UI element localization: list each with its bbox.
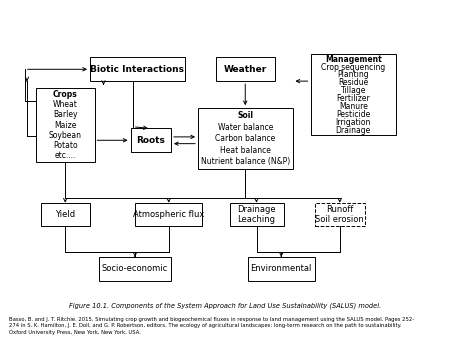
Text: Biotic Interactions: Biotic Interactions — [90, 65, 184, 74]
Text: Runoff
Soil erosion: Runoff Soil erosion — [315, 205, 364, 224]
Text: Potato: Potato — [53, 141, 77, 150]
Text: 274 in S. K. Hamilton, J. E. Doll, and G. P. Robertson, editors. The ecology of : 274 in S. K. Hamilton, J. E. Doll, and G… — [9, 323, 401, 328]
Text: Yield: Yield — [55, 210, 75, 219]
Text: Management: Management — [325, 55, 382, 64]
Text: Drainage
Leaching: Drainage Leaching — [237, 205, 276, 224]
Text: Pesticide: Pesticide — [336, 110, 370, 119]
Text: Heat balance: Heat balance — [220, 146, 271, 154]
Text: Crop sequencing: Crop sequencing — [321, 63, 385, 72]
Text: Soybean: Soybean — [49, 131, 82, 140]
FancyBboxPatch shape — [310, 54, 396, 135]
Text: Atmospheric flux: Atmospheric flux — [133, 210, 204, 219]
FancyBboxPatch shape — [40, 203, 90, 226]
Text: Drainage: Drainage — [336, 126, 371, 135]
Text: Water balance: Water balance — [217, 123, 273, 131]
Text: Figure 10.1. Components of the System Approach for Land Use Sustainability (SALU: Figure 10.1. Components of the System Ap… — [69, 302, 381, 309]
Text: Irrigation: Irrigation — [336, 118, 371, 127]
Text: Roots: Roots — [136, 136, 165, 145]
Text: Basso, B. and J. T. Ritchie. 2015. Simulating crop growth and biogeochemical flu: Basso, B. and J. T. Ritchie. 2015. Simul… — [9, 317, 414, 322]
Text: Nutrient balance (N&P): Nutrient balance (N&P) — [201, 157, 290, 166]
FancyBboxPatch shape — [216, 57, 274, 81]
FancyBboxPatch shape — [198, 108, 292, 169]
Text: Manure: Manure — [339, 102, 368, 111]
Text: Carbon balance: Carbon balance — [215, 134, 275, 143]
FancyBboxPatch shape — [36, 88, 94, 162]
FancyBboxPatch shape — [230, 203, 284, 226]
FancyBboxPatch shape — [315, 203, 365, 226]
Text: Residue: Residue — [338, 78, 369, 87]
Text: Socio-economic: Socio-economic — [102, 264, 168, 273]
Text: Weather: Weather — [224, 65, 267, 74]
Text: Environmental: Environmental — [251, 264, 312, 273]
FancyBboxPatch shape — [135, 203, 202, 226]
FancyBboxPatch shape — [130, 128, 171, 152]
Text: Planting: Planting — [338, 70, 369, 79]
Text: Wheat: Wheat — [53, 100, 78, 109]
Text: Maize: Maize — [54, 121, 76, 129]
Text: Fertilizer: Fertilizer — [336, 94, 370, 103]
FancyBboxPatch shape — [99, 257, 171, 281]
FancyBboxPatch shape — [90, 57, 184, 81]
Text: Crops: Crops — [53, 90, 78, 99]
FancyBboxPatch shape — [248, 257, 315, 281]
Text: Oxford University Press, New York, New York, USA.: Oxford University Press, New York, New Y… — [9, 330, 141, 335]
Text: Soil: Soil — [237, 111, 253, 120]
Text: Barley: Barley — [53, 111, 77, 119]
Text: Tillage: Tillage — [341, 86, 366, 95]
Text: etc....: etc.... — [54, 151, 76, 160]
